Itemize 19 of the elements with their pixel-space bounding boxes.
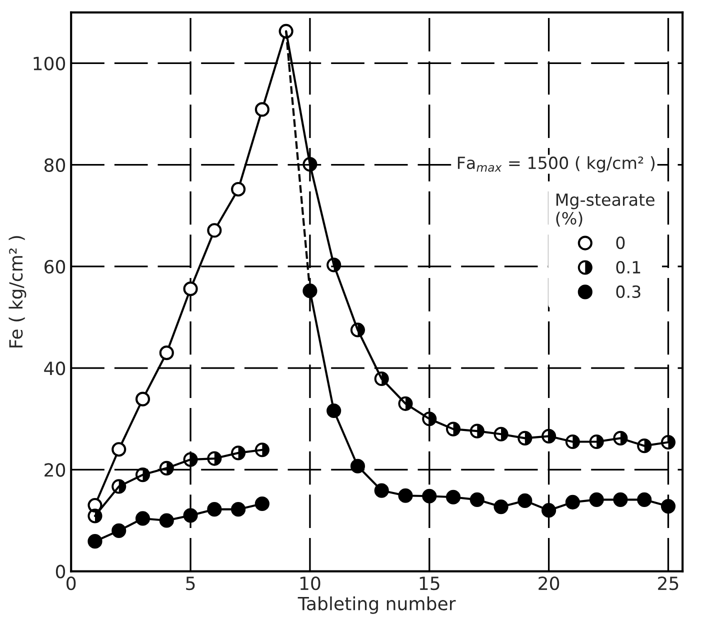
- y-tick-label: 80: [44, 158, 66, 172]
- x-tick-label: 5: [186, 576, 195, 590]
- y-axis-title: Fe ( kg/cm² ): [8, 236, 26, 348]
- x-axis-title: Tableting number: [298, 596, 456, 614]
- legend-label: 0: [616, 236, 625, 250]
- y-tick-label: 0: [56, 564, 66, 578]
- y-tick-label: 40: [44, 362, 66, 376]
- legend-label: 0.3: [616, 285, 640, 298]
- y-tick-label: 100: [34, 56, 66, 70]
- annotation: Fa$_{max}$ = 1500 ( kg/cm² ): [458, 156, 655, 172]
- x-tick-label: 25: [658, 576, 678, 590]
- y-tick-label: 20: [44, 463, 66, 477]
- x-tick-label: 20: [538, 576, 560, 590]
- x-tick-label: 10: [300, 576, 320, 590]
- y-tick-label: 60: [44, 260, 66, 274]
- x-tick-label: 15: [420, 576, 440, 590]
- x-tick-label: 0: [66, 576, 76, 590]
- legend-title: Mg-stearate (%): [556, 194, 654, 227]
- legend-label: 0.1: [616, 260, 640, 274]
